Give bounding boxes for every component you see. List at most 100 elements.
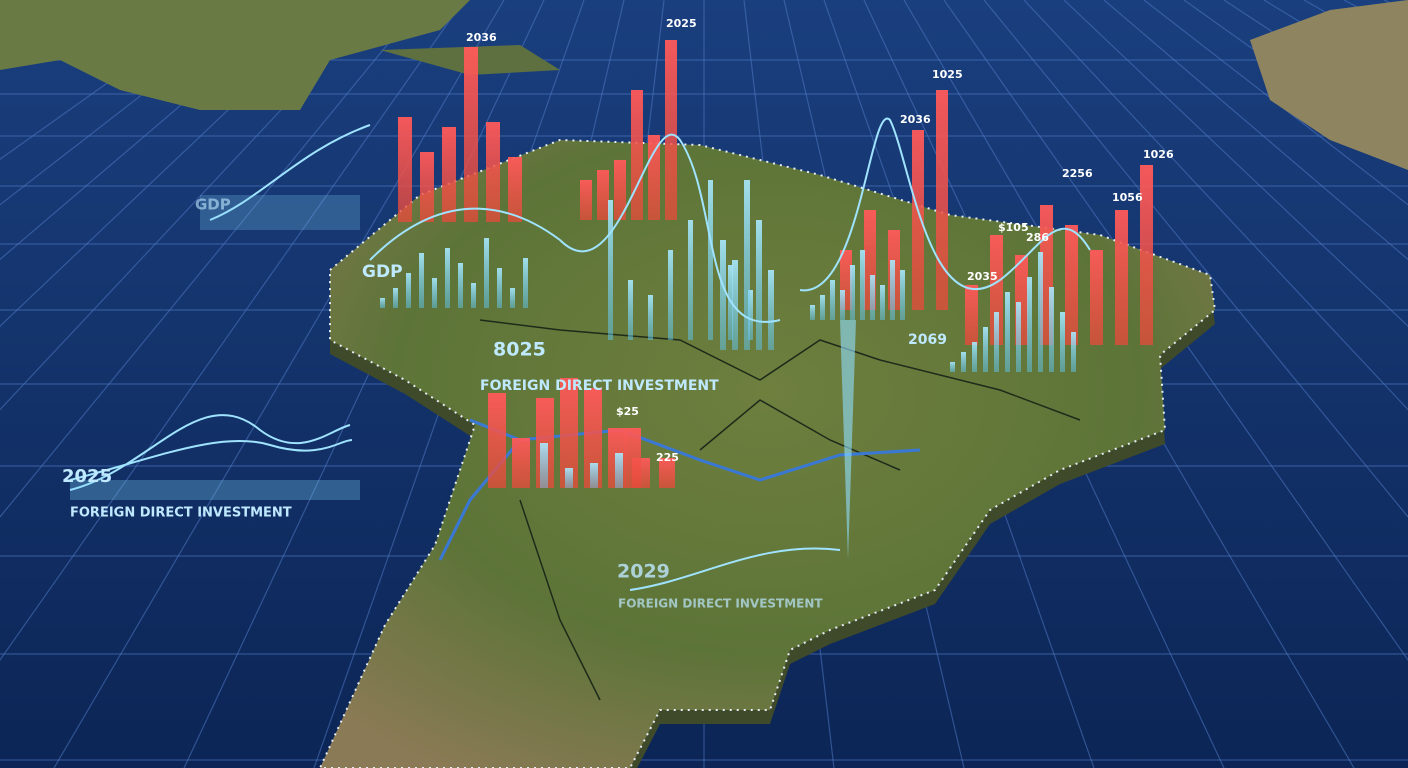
bar: [420, 152, 434, 222]
trend-line: [799, 117, 1091, 292]
label: $25: [616, 405, 639, 418]
bar: [631, 90, 643, 220]
bar: [608, 200, 613, 340]
bar: [994, 312, 999, 372]
bar: [720, 240, 726, 350]
bar: [442, 127, 456, 222]
bar: [471, 283, 476, 308]
bar: [900, 270, 905, 320]
bar: [1049, 287, 1054, 372]
bar: [1071, 332, 1076, 372]
label: 1056: [1112, 191, 1143, 204]
label: 2025: [666, 17, 697, 30]
grid-line: [0, 0, 265, 206]
bar: [890, 260, 895, 320]
bar: [1027, 277, 1032, 372]
bar: [512, 438, 530, 488]
borders: [479, 319, 1081, 701]
bar: [860, 250, 865, 320]
bar: [523, 258, 528, 308]
bar: [936, 90, 948, 310]
label: 1025: [932, 68, 963, 81]
bar: [419, 253, 424, 308]
north-america: [0, 0, 470, 110]
label: 2025: [62, 466, 112, 487]
label: 286: [1026, 231, 1049, 244]
label: 2036: [900, 113, 931, 126]
bar: [659, 458, 675, 488]
bar: [1115, 210, 1128, 345]
bar: [990, 235, 1003, 345]
bar: [445, 248, 450, 308]
panel: [70, 480, 360, 500]
label: 225: [656, 451, 679, 464]
label: 2029: [617, 561, 670, 583]
trend-line: [69, 414, 353, 491]
bar: [756, 220, 762, 350]
bar: [406, 273, 411, 308]
bar: [732, 260, 738, 350]
light-beam: [840, 320, 856, 560]
africa: [1250, 0, 1408, 170]
bar: [458, 263, 463, 308]
label: FOREIGN DIRECT INVESTMENT: [480, 378, 719, 394]
bar: [486, 122, 500, 222]
bar: [380, 298, 385, 308]
bar: [488, 393, 506, 488]
bar: [484, 238, 489, 308]
bar: [1090, 250, 1103, 345]
trend-line: [369, 133, 781, 323]
label: $105: [998, 221, 1029, 234]
bar: [540, 443, 548, 488]
trend-line: [629, 547, 841, 591]
bar: [1005, 292, 1010, 372]
bar: [840, 290, 845, 320]
bar: [597, 170, 609, 220]
bar: [870, 275, 875, 320]
grid-line: [1103, 0, 1408, 261]
label: FOREIGN DIRECT INVESTMENT: [70, 506, 292, 521]
bar: [1060, 312, 1065, 372]
bar: [668, 250, 673, 340]
label: 2069: [908, 332, 947, 348]
label: FOREIGN DIRECT INVESTMENT: [618, 597, 823, 611]
bar: [393, 288, 398, 308]
bar: [880, 285, 885, 320]
bar: [628, 280, 633, 340]
bar: [768, 270, 774, 350]
bar: [648, 135, 660, 220]
label: 8025: [493, 339, 546, 361]
bar: [830, 280, 835, 320]
bar: [580, 180, 592, 220]
bar: [432, 278, 437, 308]
bar: [961, 352, 966, 372]
bar: [510, 288, 515, 308]
label: 2256: [1062, 167, 1093, 180]
bar-groups: [380, 40, 1153, 488]
grid-line: [0, 0, 305, 261]
label: 1026: [1143, 148, 1174, 161]
bar: [688, 220, 693, 340]
bar: [1016, 302, 1021, 372]
grid-line: [1143, 0, 1408, 206]
bar: [850, 265, 855, 320]
trend-lines: [69, 117, 1091, 591]
bar: [665, 40, 677, 220]
bar: [560, 378, 578, 488]
bar: [398, 117, 412, 222]
trend-line: [209, 124, 371, 221]
bar: [615, 453, 623, 488]
bar: [1140, 165, 1153, 345]
label: 2036: [466, 31, 497, 44]
bar: [748, 290, 753, 340]
bar: [965, 285, 978, 345]
bar: [497, 268, 502, 308]
bar: [590, 463, 598, 488]
label: 2035: [967, 270, 998, 283]
bar: [625, 428, 641, 488]
bar: [810, 305, 815, 320]
bar: [1038, 252, 1043, 372]
bar: [744, 180, 750, 350]
bar: [565, 468, 573, 488]
